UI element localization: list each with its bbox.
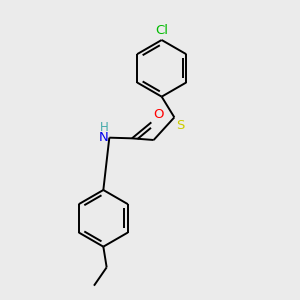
Text: S: S xyxy=(176,119,184,132)
Text: O: O xyxy=(153,108,164,121)
Text: N: N xyxy=(99,131,108,144)
Text: Cl: Cl xyxy=(155,24,168,37)
Text: H: H xyxy=(100,121,108,134)
